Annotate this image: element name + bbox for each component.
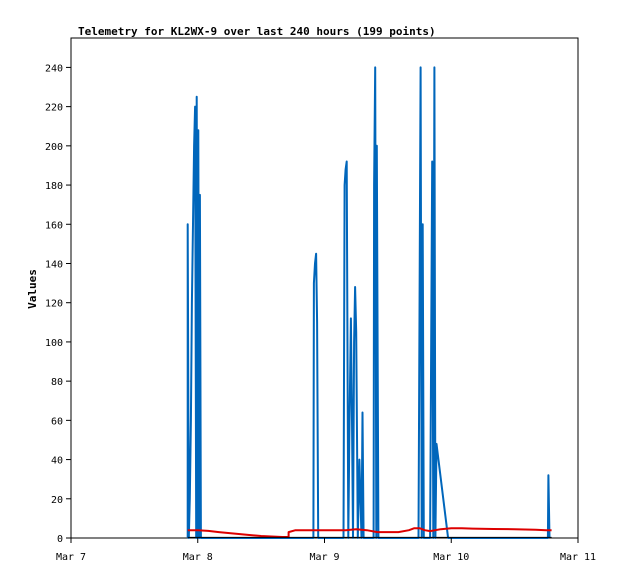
x-tick-label: Mar 10 xyxy=(433,552,469,563)
chart-title: Telemetry for KL2WX-9 over last 240 hour… xyxy=(78,25,436,38)
x-axis: Mar 7 Mar 8 Mar 9 Mar 10 Mar 11 xyxy=(56,538,596,563)
y-tick-label: 180 xyxy=(45,181,63,192)
y-tick-label: 240 xyxy=(45,63,63,74)
plot-frame xyxy=(70,37,579,539)
x-tick-label: Mar 9 xyxy=(309,552,339,563)
x-tick-label: Mar 8 xyxy=(183,552,213,563)
y-axis: 0 20 40 60 80 100 120 140 160 180 200 220 240 xyxy=(45,63,71,545)
series-line-2 xyxy=(187,527,552,538)
y-tick-label: 100 xyxy=(45,338,63,349)
y-tick-label: 120 xyxy=(45,299,63,310)
y-tick-label: 160 xyxy=(45,220,63,231)
y-tick-label: 80 xyxy=(51,377,63,388)
y-tick-label: 200 xyxy=(45,142,63,153)
series-layer xyxy=(186,66,552,539)
y-tick-label: 220 xyxy=(45,103,63,114)
y-tick-label: 40 xyxy=(51,456,63,467)
y-tick-label: 0 xyxy=(57,534,63,545)
x-tick-label: Mar 11 xyxy=(560,552,596,563)
series-line-1 xyxy=(186,66,551,539)
y-axis-label: Values xyxy=(26,269,39,309)
y-tick-label: 140 xyxy=(45,259,63,270)
x-tick-label: Mar 7 xyxy=(56,552,86,563)
y-tick-label: 60 xyxy=(51,416,63,427)
y-tick-label: 20 xyxy=(51,495,63,506)
